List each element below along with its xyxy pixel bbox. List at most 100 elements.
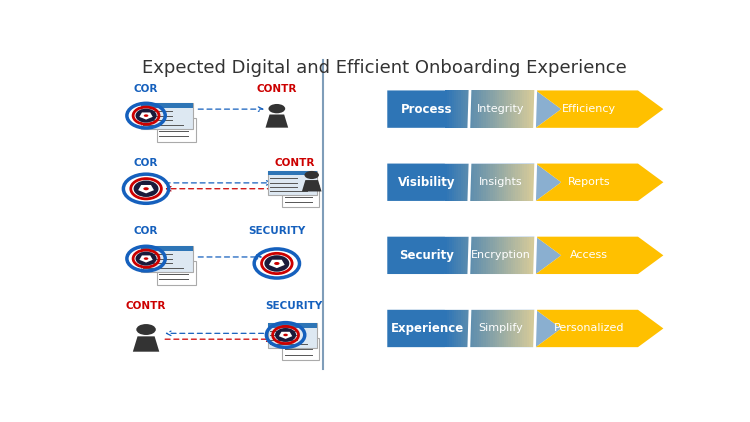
Polygon shape: [518, 310, 520, 347]
Polygon shape: [500, 310, 502, 347]
Text: Security: Security: [400, 249, 454, 262]
Polygon shape: [476, 90, 479, 128]
Polygon shape: [531, 237, 533, 274]
Text: Integrity: Integrity: [477, 104, 524, 114]
Polygon shape: [133, 336, 159, 352]
Text: Experience: Experience: [391, 322, 464, 335]
Polygon shape: [511, 310, 513, 347]
Polygon shape: [529, 237, 531, 274]
Polygon shape: [470, 310, 472, 347]
Polygon shape: [458, 310, 460, 347]
Polygon shape: [452, 237, 454, 274]
Polygon shape: [493, 310, 495, 347]
Polygon shape: [465, 310, 467, 347]
Polygon shape: [449, 164, 452, 201]
Polygon shape: [524, 310, 526, 347]
Polygon shape: [445, 237, 561, 274]
Text: COR: COR: [134, 226, 158, 236]
Polygon shape: [509, 90, 511, 128]
Polygon shape: [536, 237, 663, 274]
Polygon shape: [522, 237, 524, 274]
Polygon shape: [449, 310, 452, 347]
Polygon shape: [447, 90, 449, 128]
Polygon shape: [497, 90, 500, 128]
Circle shape: [284, 334, 288, 336]
Polygon shape: [447, 310, 449, 347]
Text: COR: COR: [134, 158, 158, 168]
Text: Efficiency: Efficiency: [562, 104, 616, 114]
Polygon shape: [515, 164, 517, 201]
Polygon shape: [515, 237, 517, 274]
Polygon shape: [467, 237, 470, 274]
Polygon shape: [524, 90, 526, 128]
Polygon shape: [452, 310, 454, 347]
Polygon shape: [509, 310, 511, 347]
Polygon shape: [266, 114, 288, 127]
Polygon shape: [506, 237, 509, 274]
Polygon shape: [536, 310, 663, 347]
Ellipse shape: [136, 108, 157, 123]
Polygon shape: [445, 310, 447, 347]
FancyBboxPatch shape: [268, 171, 317, 176]
Polygon shape: [479, 237, 482, 274]
FancyBboxPatch shape: [282, 185, 320, 207]
Polygon shape: [518, 237, 520, 274]
Polygon shape: [529, 90, 531, 128]
Polygon shape: [458, 237, 460, 274]
Polygon shape: [454, 90, 456, 128]
Circle shape: [274, 262, 280, 265]
Polygon shape: [518, 164, 520, 201]
Polygon shape: [490, 90, 493, 128]
Polygon shape: [522, 90, 524, 128]
Ellipse shape: [265, 255, 290, 272]
Polygon shape: [472, 164, 474, 201]
Polygon shape: [472, 237, 474, 274]
Polygon shape: [458, 164, 460, 201]
Polygon shape: [387, 237, 470, 274]
Polygon shape: [474, 237, 476, 274]
Polygon shape: [387, 164, 470, 201]
Polygon shape: [484, 310, 486, 347]
Polygon shape: [454, 164, 456, 201]
Polygon shape: [445, 164, 561, 201]
Polygon shape: [486, 90, 488, 128]
Polygon shape: [515, 310, 517, 347]
Polygon shape: [526, 310, 529, 347]
Polygon shape: [482, 310, 484, 347]
Circle shape: [144, 114, 148, 117]
FancyBboxPatch shape: [282, 338, 320, 360]
Polygon shape: [536, 90, 663, 128]
Polygon shape: [454, 310, 456, 347]
Polygon shape: [522, 310, 524, 347]
Polygon shape: [493, 237, 495, 274]
Polygon shape: [460, 237, 463, 274]
Polygon shape: [509, 237, 511, 274]
Text: Insights: Insights: [478, 177, 523, 187]
Polygon shape: [531, 310, 533, 347]
Polygon shape: [511, 237, 513, 274]
Polygon shape: [449, 90, 452, 128]
Polygon shape: [518, 90, 520, 128]
Polygon shape: [447, 164, 449, 201]
FancyBboxPatch shape: [141, 246, 194, 251]
Polygon shape: [513, 237, 515, 274]
Polygon shape: [513, 90, 515, 128]
Text: Visibility: Visibility: [398, 176, 456, 189]
Polygon shape: [526, 164, 529, 201]
FancyBboxPatch shape: [141, 246, 194, 272]
Polygon shape: [465, 90, 467, 128]
Polygon shape: [387, 310, 470, 347]
FancyBboxPatch shape: [141, 103, 194, 129]
Polygon shape: [456, 90, 458, 128]
Text: Personalized: Personalized: [554, 324, 625, 333]
Polygon shape: [476, 310, 479, 347]
Polygon shape: [488, 310, 490, 347]
Polygon shape: [495, 310, 497, 347]
Polygon shape: [488, 164, 490, 201]
Polygon shape: [467, 310, 470, 347]
Polygon shape: [445, 237, 447, 274]
Polygon shape: [484, 90, 486, 128]
Polygon shape: [504, 310, 506, 347]
Polygon shape: [482, 90, 484, 128]
Text: CONTR: CONTR: [126, 300, 166, 311]
